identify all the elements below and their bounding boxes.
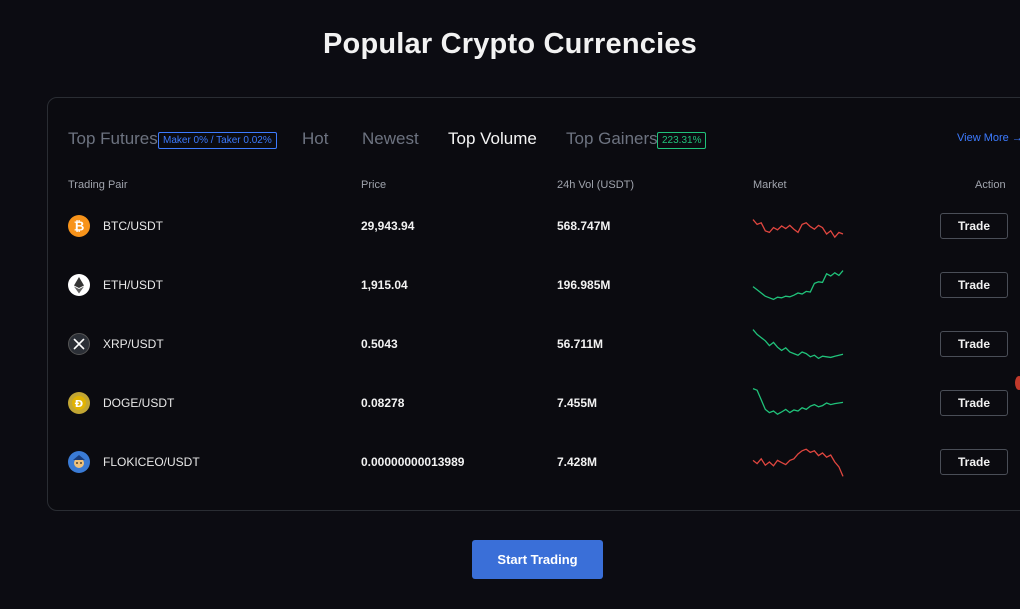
xrp-icon bbox=[68, 333, 90, 355]
sparkline-path bbox=[752, 448, 844, 477]
svg-text:₿: ₿ bbox=[74, 220, 85, 235]
sparkline-path bbox=[752, 329, 844, 360]
volume-value: 56.711M bbox=[557, 337, 604, 351]
market-sparkline bbox=[752, 329, 844, 360]
top-gainers-badge: 223.31% bbox=[657, 132, 707, 149]
tab-top-gainers[interactable]: Top Gainers bbox=[566, 129, 658, 148]
start-trading-button[interactable]: Start Trading bbox=[472, 540, 603, 579]
trade-button[interactable]: Trade bbox=[940, 213, 1008, 239]
table-row: FLOKICEO/USDT 0.00000000013989 7.428M Tr… bbox=[48, 433, 1020, 492]
volume-value: 7.428M bbox=[557, 455, 598, 469]
maker-taker-badge: Maker 0% / Taker 0.02% bbox=[158, 132, 277, 149]
table-row: ETH/USDT 1,915.04 196.985M Trade bbox=[48, 256, 1020, 315]
trade-button[interactable]: Trade bbox=[940, 331, 1008, 357]
tab-top-futures[interactable]: Top Futures bbox=[68, 129, 158, 148]
sparkline-path bbox=[752, 219, 844, 239]
tab-newest[interactable]: Newest bbox=[362, 129, 419, 148]
column-header-trading-pair: Trading Pair bbox=[68, 179, 128, 191]
price-value: 0.08278 bbox=[361, 396, 405, 410]
view-more-link[interactable]: View More → bbox=[957, 132, 1020, 144]
price-value: 0.00000000013989 bbox=[361, 455, 465, 469]
price-value: 0.5043 bbox=[361, 337, 398, 351]
svg-text:Ð: Ð bbox=[75, 399, 83, 410]
table-row: Ð DOGE/USDT 0.08278 7.455M Trade bbox=[48, 374, 1020, 433]
pair-name: ETH/USDT bbox=[103, 278, 163, 292]
page-title: Popular Crypto Currencies bbox=[322, 28, 698, 60]
tab-hot[interactable]: Hot bbox=[302, 129, 329, 148]
table-row: ₿ BTC/USDT 29,943.94 568.747M Trade bbox=[48, 197, 1020, 256]
volume-value: 196.985M bbox=[557, 278, 611, 292]
column-header-price: Price bbox=[361, 179, 387, 191]
sparkline-path bbox=[752, 270, 844, 301]
market-sparkline bbox=[752, 219, 844, 239]
market-tabs: Top Futures Maker 0% / Taker 0.02% Hot N… bbox=[68, 129, 1020, 153]
price-value: 29,943.94 bbox=[361, 219, 415, 233]
market-sparkline bbox=[752, 387, 844, 415]
trade-button[interactable]: Trade bbox=[940, 272, 1008, 298]
ethereum-icon bbox=[68, 274, 90, 296]
crypto-markets-panel: Top Futures Maker 0% / Taker 0.02% Hot N… bbox=[47, 97, 1020, 511]
column-header-action: Action bbox=[975, 179, 1006, 191]
pair-name: DOGE/USDT bbox=[103, 396, 175, 410]
doge-icon: Ð bbox=[68, 392, 90, 414]
price-value: 1,915.04 bbox=[361, 278, 408, 292]
market-sparkline bbox=[752, 448, 844, 477]
flokiceo-icon bbox=[68, 451, 90, 473]
volume-value: 568.747M bbox=[557, 219, 611, 233]
trade-button[interactable]: Trade bbox=[940, 390, 1008, 416]
volume-value: 7.455M bbox=[557, 396, 598, 410]
table-row: XRP/USDT 0.5043 56.711M Trade bbox=[48, 315, 1020, 374]
floating-widget-edge[interactable] bbox=[1015, 376, 1020, 390]
column-header-volume: 24h Vol (USDT) bbox=[557, 179, 635, 191]
pair-name: FLOKICEO/USDT bbox=[103, 455, 200, 469]
bitcoin-icon: ₿ bbox=[68, 215, 90, 237]
tab-top-volume[interactable]: Top Volume bbox=[448, 129, 537, 148]
trade-button[interactable]: Trade bbox=[940, 449, 1008, 475]
market-sparkline bbox=[752, 270, 844, 301]
column-header-market: Market bbox=[753, 179, 787, 191]
pair-name: XRP/USDT bbox=[103, 337, 164, 351]
pair-name: BTC/USDT bbox=[103, 219, 163, 233]
sparkline-path bbox=[752, 387, 844, 415]
